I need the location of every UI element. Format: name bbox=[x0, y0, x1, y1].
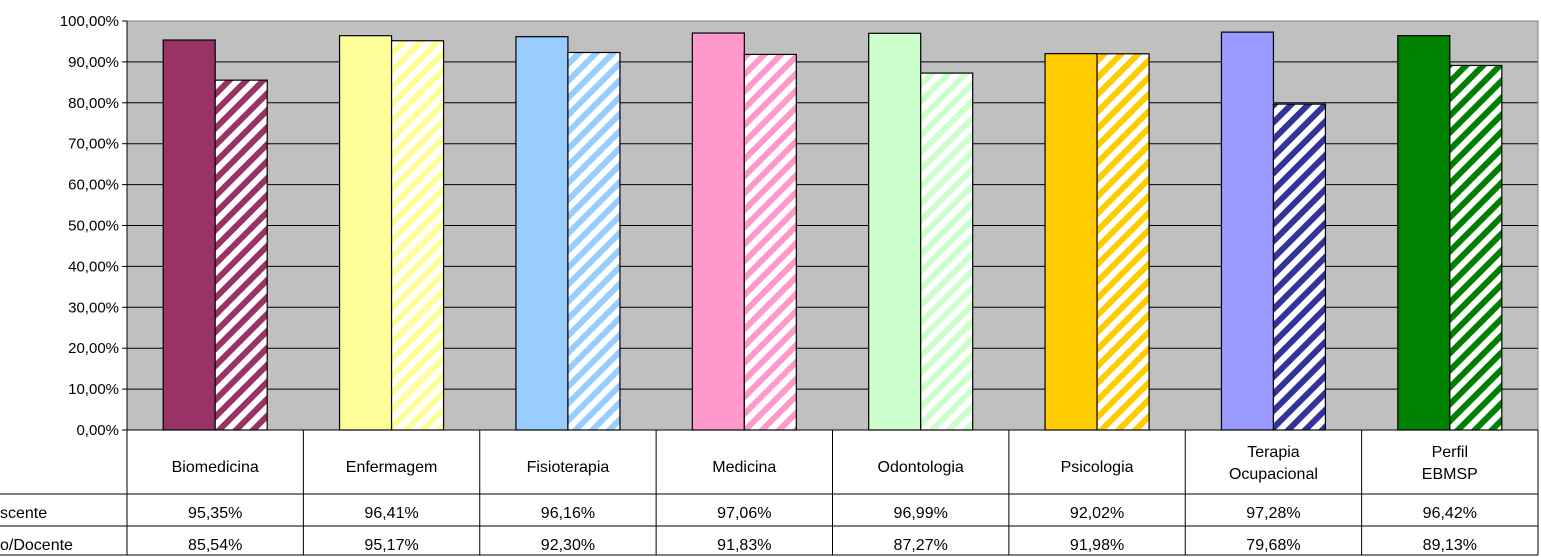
data-label: 97,06% bbox=[717, 505, 771, 522]
data-label: 96,41% bbox=[364, 505, 418, 522]
bar-series1 bbox=[338, 35, 393, 431]
y-tick-label: 30,00% bbox=[68, 299, 119, 316]
data-label: 95,17% bbox=[364, 537, 418, 554]
category-label: Biomedicina bbox=[172, 459, 259, 476]
category-label: EBMSP bbox=[1422, 466, 1478, 483]
category-label: Ocupacional bbox=[1229, 466, 1318, 483]
data-label: 91,83% bbox=[717, 537, 771, 554]
series-label: scente bbox=[0, 505, 47, 522]
y-tick-label: 100,00% bbox=[60, 13, 119, 30]
y-tick-label: 0,00% bbox=[76, 422, 119, 439]
bar-series1 bbox=[868, 32, 922, 431]
data-label: 96,42% bbox=[1423, 505, 1477, 522]
bar-series2 bbox=[390, 40, 445, 431]
category-label: Fisioterapia bbox=[527, 459, 610, 476]
series-label: o/Docente bbox=[0, 537, 73, 554]
category-label: Odontologia bbox=[878, 459, 964, 476]
category-label: Medicina bbox=[712, 459, 776, 476]
data-label: 89,13% bbox=[1423, 537, 1477, 554]
data-label: 92,02% bbox=[1070, 505, 1124, 522]
y-tick-label: 50,00% bbox=[68, 218, 119, 235]
data-label: 96,16% bbox=[541, 505, 595, 522]
data-label: 85,54% bbox=[188, 537, 242, 554]
y-tick-label: 90,00% bbox=[68, 54, 119, 71]
bar-series1 bbox=[515, 36, 569, 431]
y-tick-label: 60,00% bbox=[68, 177, 119, 194]
data-label: 95,35% bbox=[188, 505, 242, 522]
category-label: Psicologia bbox=[1061, 459, 1134, 476]
bar-series1 bbox=[1044, 53, 1098, 431]
bar-series1 bbox=[1397, 35, 1451, 431]
data-label: 97,28% bbox=[1246, 505, 1300, 522]
y-tick-label: 70,00% bbox=[68, 136, 119, 153]
bar-series2 bbox=[743, 53, 797, 431]
category-label: Perfil bbox=[1432, 444, 1468, 461]
data-label: 96,99% bbox=[894, 505, 948, 522]
y-tick-label: 10,00% bbox=[68, 381, 119, 398]
bar-series1 bbox=[162, 39, 216, 431]
data-table: Biomedicina Enfermagem Fisioterapia Medicin… bbox=[0, 429, 1539, 556]
bar-series1 bbox=[1220, 31, 1275, 431]
category-label: Terapia bbox=[1247, 444, 1300, 461]
bar-series2 bbox=[1449, 64, 1503, 431]
category-label: Enfermagem bbox=[346, 459, 438, 476]
y-axis: 0,00% 10,00% 20,00% 30,00% 40,00% 50,00% 60,00… bbox=[60, 13, 128, 439]
bar-series2 bbox=[1272, 103, 1327, 431]
data-label: 91,98% bbox=[1070, 537, 1124, 554]
bar-series2 bbox=[1096, 53, 1150, 431]
y-tick-label: 80,00% bbox=[68, 95, 119, 112]
bar-series2 bbox=[567, 51, 621, 431]
bar-series2 bbox=[920, 72, 974, 431]
bar-series2 bbox=[214, 79, 268, 431]
data-label: 92,30% bbox=[541, 537, 595, 554]
bar-series1 bbox=[691, 32, 745, 431]
data-label: 87,27% bbox=[894, 537, 948, 554]
y-tick-label: 20,00% bbox=[68, 340, 119, 357]
plot-area bbox=[126, 20, 1539, 431]
data-label: 79,68% bbox=[1246, 537, 1300, 554]
y-tick-label: 40,00% bbox=[68, 258, 119, 275]
